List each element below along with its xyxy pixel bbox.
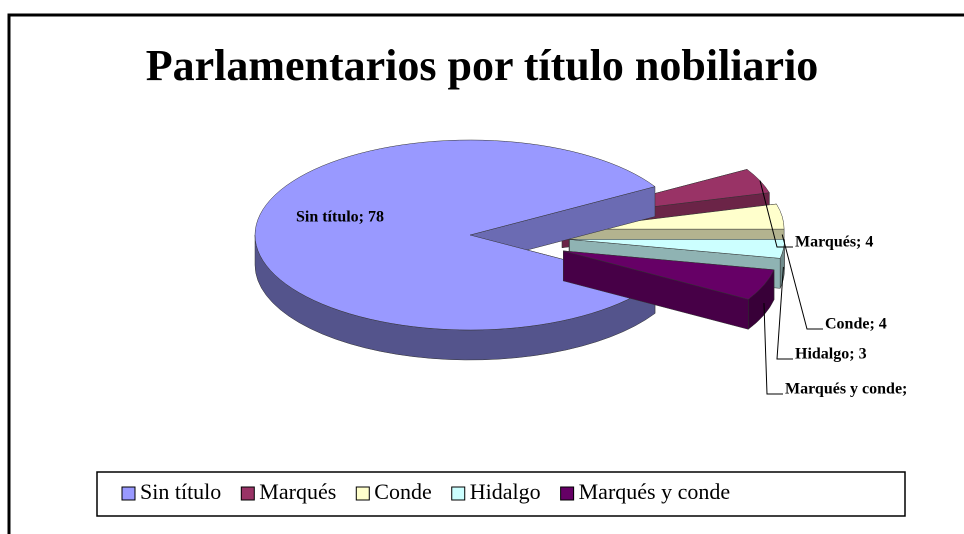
legend: Sin título Marqués Conde Hidalgo Marqués y c…: [121, 479, 731, 504]
leader-line: [759, 180, 793, 248]
data-label: Marqués y conde;: [785, 381, 907, 398]
chart-frame: [7, 13, 964, 534]
slice: [254, 139, 656, 331]
legend-swatch: [240, 486, 255, 501]
pie: [254, 139, 785, 361]
legend-label: Sin título: [140, 479, 221, 504]
data-label: Marqués; 4: [795, 234, 873, 251]
legend-label: Marqués y conde: [579, 479, 731, 504]
leader-line: [781, 234, 823, 330]
legend-label: Marqués: [259, 479, 336, 504]
labels: Marqués; 4 Conde; 4 Sin título; 78 Hidalgo;…: [296, 180, 907, 398]
legend-swatch: [451, 486, 466, 501]
legend-label: Hidalgo: [470, 479, 541, 504]
slice: [569, 239, 785, 259]
data-label: Sin título; 78: [296, 209, 384, 226]
data-label: Conde; 4: [825, 316, 887, 333]
legend-swatch: [121, 486, 136, 501]
leader-line: [763, 303, 783, 395]
slice: [563, 250, 775, 300]
leader-line: [776, 266, 793, 360]
legend-box: [96, 471, 906, 517]
legend-label: Conde: [374, 479, 431, 504]
legend-swatch: [355, 486, 370, 501]
chart-title: Parlamentarios por título nobiliario: [146, 41, 819, 90]
legend-swatch: [560, 486, 575, 501]
data-label: Hidalgo; 3: [795, 346, 867, 363]
